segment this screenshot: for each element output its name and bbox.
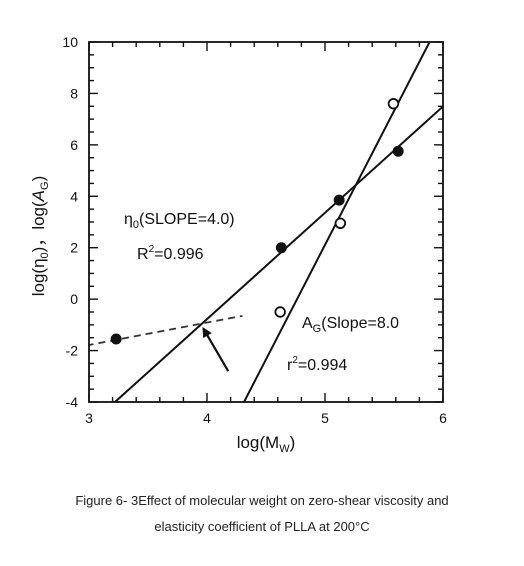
eta-fit-line	[113, 105, 443, 402]
data-points	[110, 98, 404, 345]
figure-caption-line-2: elasticity coefficient of PLLA at 200°C	[154, 519, 370, 534]
ag-annotation: AG(Slope=8.0	[302, 315, 399, 335]
y-tick-label: -2	[66, 343, 79, 359]
y-tick-label: -4	[66, 394, 79, 410]
plot-frame	[88, 41, 444, 403]
x-tick-label: 6	[439, 410, 447, 426]
y-tick-label: 2	[70, 240, 78, 256]
y-tick-label: 8	[70, 85, 78, 101]
ag-data-point	[274, 306, 286, 318]
y-tick-label: 0	[70, 291, 78, 307]
ag-data-point	[334, 217, 347, 229]
figure-caption-line-1: Figure 6- 3Effect of molecular weight on…	[75, 493, 449, 508]
r2-ag-annotation: r2=0.994	[287, 355, 347, 374]
tick-labels: 3 4 5 6 -4 -2 0 2 4 6 8 10	[62, 34, 447, 426]
chart: 3 4 5 6 -4 -2 0 2 4 6 8 10 η0(SLOPE=4.0) R2=0.996 A…	[29, 34, 447, 455]
r2-eta-annotation: R2=0.996	[137, 244, 204, 263]
eta-data-point	[392, 145, 404, 157]
eta-annotation: η0(SLOPE=4.0)	[124, 211, 235, 231]
extrapolation-dashed-line	[89, 314, 243, 346]
x-tick-label: 4	[203, 410, 211, 426]
ag-data-point	[387, 98, 400, 110]
eta-data-point	[333, 194, 345, 206]
x-tick-label: 5	[321, 410, 329, 426]
x-axis-title: log(MW)	[237, 433, 296, 455]
eta-data-point	[275, 242, 287, 254]
y-tick-label: 4	[70, 188, 78, 204]
x-tick-label: 3	[85, 410, 93, 426]
y-tick-label: 10	[62, 34, 78, 50]
eta-data-point	[110, 333, 122, 345]
y-axis-title: log(η0)，log(AG)	[29, 176, 51, 297]
y-tick-label: 6	[70, 137, 78, 153]
arrow-indicator	[202, 326, 230, 372]
